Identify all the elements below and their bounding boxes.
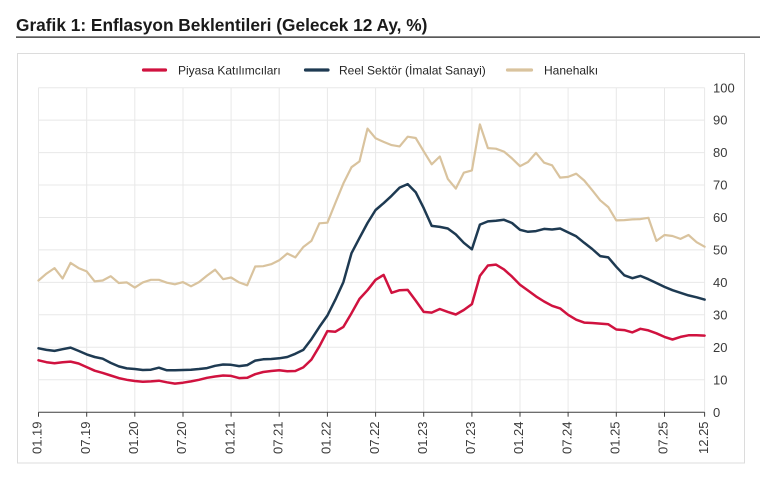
svg-text:07.25: 07.25 (656, 421, 671, 454)
svg-text:70: 70 (713, 178, 727, 193)
svg-text:07.21: 07.21 (270, 421, 285, 454)
svg-text:60: 60 (713, 210, 727, 225)
svg-text:30: 30 (713, 307, 727, 322)
svg-text:01.22: 01.22 (319, 421, 334, 454)
svg-text:10: 10 (713, 372, 727, 387)
svg-text:01.24: 01.24 (511, 421, 526, 454)
svg-text:50: 50 (713, 243, 727, 258)
svg-text:Piyasa Katılımcıları: Piyasa Katılımcıları (178, 64, 281, 78)
svg-text:Hanehalkı: Hanehalkı (544, 64, 598, 78)
svg-text:40: 40 (713, 275, 727, 290)
svg-text:07.20: 07.20 (174, 421, 189, 454)
svg-text:07.23: 07.23 (463, 421, 478, 454)
svg-text:01.25: 01.25 (608, 421, 623, 454)
svg-text:0: 0 (713, 405, 720, 420)
svg-text:01.20: 01.20 (126, 421, 141, 454)
svg-text:01.21: 01.21 (222, 421, 237, 454)
svg-text:Grafik 1: Enflasyon Beklentile: Grafik 1: Enflasyon Beklentileri (Gelece… (16, 15, 427, 35)
svg-text:07.19: 07.19 (78, 421, 93, 454)
svg-text:01.19: 01.19 (30, 421, 45, 454)
svg-text:Reel Sektör (İmalat Sanayi): Reel Sektör (İmalat Sanayi) (339, 64, 486, 78)
svg-text:100: 100 (713, 80, 735, 95)
svg-text:90: 90 (713, 113, 727, 128)
svg-text:80: 80 (713, 145, 727, 160)
svg-text:20: 20 (713, 340, 727, 355)
svg-text:01.23: 01.23 (415, 421, 430, 454)
svg-text:07.24: 07.24 (559, 421, 574, 454)
svg-text:07.22: 07.22 (367, 421, 382, 454)
svg-text:12.25: 12.25 (696, 421, 711, 454)
